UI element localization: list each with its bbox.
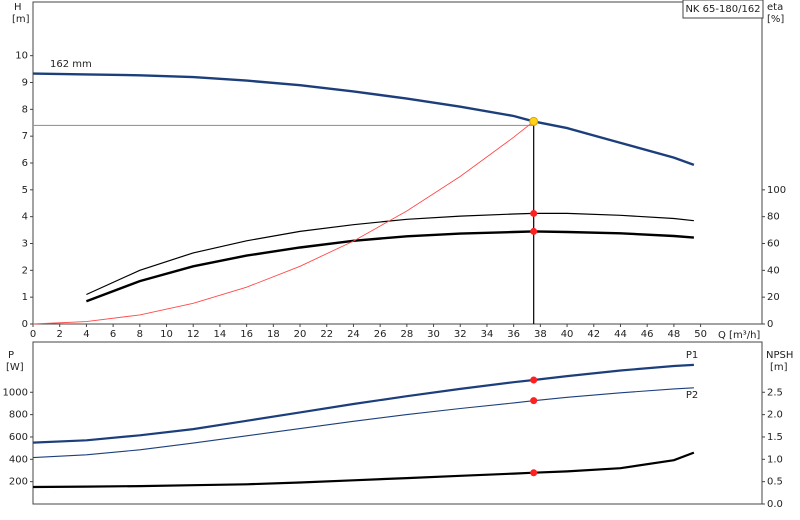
y2-tick-label: 2.5 xyxy=(767,387,783,398)
x-tick-label: 36 xyxy=(507,329,520,340)
y-label: P xyxy=(8,350,14,361)
x-tick-label: 40 xyxy=(561,329,574,340)
x-tick-label: 8 xyxy=(137,329,143,340)
x-tick-label: 10 xyxy=(160,329,173,340)
x-tick-label: 4 xyxy=(83,329,89,340)
y2-unit: [m] xyxy=(770,362,788,373)
x-tick-label: 50 xyxy=(694,329,707,340)
y2-tick-label: 0.5 xyxy=(767,477,783,488)
series-line xyxy=(32,72,695,167)
operating-point xyxy=(530,209,538,217)
operating-point xyxy=(530,469,538,477)
series-line xyxy=(86,212,694,296)
x-tick-label: 6 xyxy=(110,329,116,340)
series-label: P2 xyxy=(686,390,698,401)
y-tick-label: 5 xyxy=(22,185,28,196)
y2-tick-label: 40 xyxy=(767,265,780,276)
x-tick-label: 24 xyxy=(347,329,360,340)
x-tick-label: 20 xyxy=(294,329,307,340)
y-tick-label: 7 xyxy=(22,131,28,142)
y-tick-label: 10 xyxy=(15,51,28,62)
series-line xyxy=(85,230,694,303)
y2-tick-label: 0 xyxy=(767,319,773,330)
y2-unit: [%] xyxy=(767,14,784,25)
x-tick-label: 44 xyxy=(614,329,627,340)
operating-point xyxy=(529,116,539,126)
y2-tick-label: 1.0 xyxy=(767,454,783,465)
y-tick-label: 0 xyxy=(22,319,28,330)
x-tick-label: 12 xyxy=(187,329,200,340)
x-tick-label: 16 xyxy=(240,329,253,340)
y-tick-label: 3 xyxy=(22,239,28,250)
y-tick-label: 2 xyxy=(22,265,28,276)
x-tick-label: 30 xyxy=(427,329,440,340)
y-tick-label: 600 xyxy=(9,432,28,443)
operating-point xyxy=(530,376,538,384)
x-tick-label: 28 xyxy=(400,329,413,340)
x-tick-label: 26 xyxy=(374,329,387,340)
series-label: P1 xyxy=(686,350,698,361)
series-line xyxy=(32,451,695,489)
y-tick-label: 8 xyxy=(22,104,28,115)
x-tick-label: 18 xyxy=(267,329,280,340)
x-label: Q [m³/h] xyxy=(718,330,760,341)
y-tick-label: 200 xyxy=(9,477,28,488)
y-unit: [W] xyxy=(6,362,24,373)
top-frame xyxy=(32,1,763,325)
y-label: H xyxy=(14,2,22,13)
y-tick-label: 400 xyxy=(9,454,28,465)
y2-tick-label: 0.0 xyxy=(767,499,783,510)
operating-point xyxy=(530,227,538,235)
series-line xyxy=(32,363,694,444)
operating-point xyxy=(530,397,538,405)
x-tick-label: 46 xyxy=(641,329,654,340)
x-tick-label: 2 xyxy=(57,329,63,340)
y-tick-label: 6 xyxy=(22,158,28,169)
y2-label: NPSH xyxy=(766,350,793,361)
series-line xyxy=(32,121,534,325)
bottom-frame xyxy=(32,341,763,505)
x-tick-label: 22 xyxy=(320,329,333,340)
y-tick-label: 9 xyxy=(22,78,28,89)
x-tick-label: 42 xyxy=(587,329,600,340)
series-line xyxy=(32,387,694,459)
y2-label: eta xyxy=(767,2,783,13)
y-tick-label: 1 xyxy=(22,292,28,303)
annotation: 162 mm xyxy=(50,59,92,70)
x-tick-label: 14 xyxy=(214,329,227,340)
y-tick-label: 800 xyxy=(9,410,28,421)
y2-tick-label: 20 xyxy=(767,292,780,303)
y2-tick-label: 2.0 xyxy=(767,410,783,421)
chart-title: NK 65-180/162 xyxy=(685,4,760,15)
y2-tick-label: 1.5 xyxy=(767,432,783,443)
x-tick-label: 0 xyxy=(30,329,36,340)
x-tick-label: 34 xyxy=(481,329,494,340)
title-box xyxy=(682,0,764,19)
y-unit: [m] xyxy=(12,14,30,25)
y-tick-label: 1000 xyxy=(3,387,28,398)
x-tick-label: 32 xyxy=(454,329,467,340)
y-tick-label: 4 xyxy=(22,212,28,223)
x-tick-label: 48 xyxy=(668,329,681,340)
y2-tick-label: 80 xyxy=(767,212,780,223)
x-tick-label: 38 xyxy=(534,329,547,340)
y2-tick-label: 60 xyxy=(767,239,780,250)
y2-tick-label: 100 xyxy=(767,185,786,196)
